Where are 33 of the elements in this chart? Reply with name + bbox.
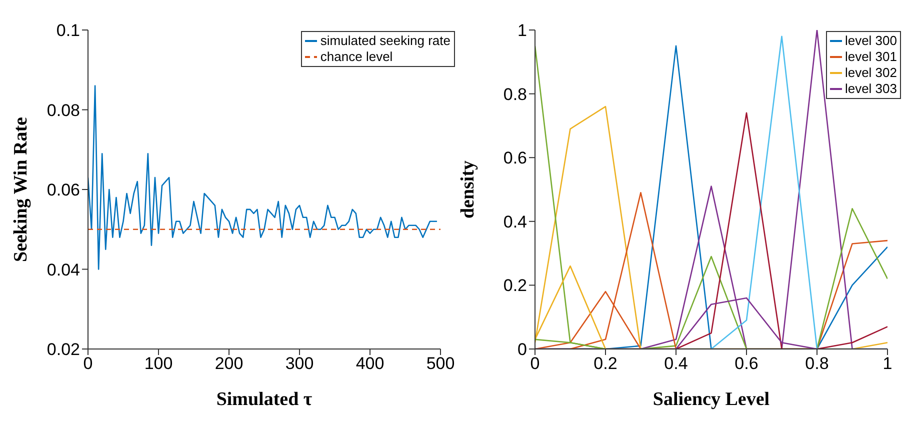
x-tick-label: 0.2 (593, 354, 617, 374)
x-tick-label: 400 (356, 354, 384, 374)
x-tick-label: 0.8 (804, 354, 828, 374)
x-axis-title: Saliency Level (652, 389, 770, 410)
x-tick-label: 0.6 (734, 354, 758, 374)
y-tick-label: 1 (517, 21, 526, 40)
x-tick-label: 1 (882, 354, 892, 374)
x-tick-label: 0 (530, 354, 540, 374)
y-tick-label: 0.1 (56, 21, 80, 40)
y-tick-label: 0.6 (502, 148, 526, 168)
x-axis-title: Simulated τ (216, 389, 312, 410)
y-axis-title: density (457, 160, 478, 219)
legend-label: level 303 (844, 81, 897, 97)
y-axis-title: Seeking Win Rate (10, 117, 32, 262)
x-tick-label: 100 (144, 354, 173, 374)
y-tick-label: 0 (517, 340, 526, 360)
x-tick-label: 0.4 (664, 354, 688, 374)
x-tick-label: 200 (214, 354, 244, 374)
legend-label: level 301 (844, 49, 897, 65)
x-tick-label: 500 (426, 354, 455, 374)
y-tick-label: 0.04 (46, 260, 80, 280)
y-tick-label: 0.08 (46, 100, 80, 120)
y-tick-label: 0.02 (46, 340, 80, 360)
legend-label: level 302 (844, 65, 897, 81)
x-tick-label: 300 (285, 354, 314, 374)
y-tick-label: 0.8 (502, 84, 526, 104)
legend-label: simulated seeking rate (320, 33, 450, 49)
legend-label: level 300 (844, 33, 897, 49)
y-tick-label: 0.2 (502, 276, 526, 296)
y-tick-label: 0.06 (46, 180, 80, 200)
y-tick-label: 0.4 (502, 212, 526, 232)
x-tick-label: 0 (83, 354, 93, 374)
legend-label: chance level (320, 49, 393, 65)
